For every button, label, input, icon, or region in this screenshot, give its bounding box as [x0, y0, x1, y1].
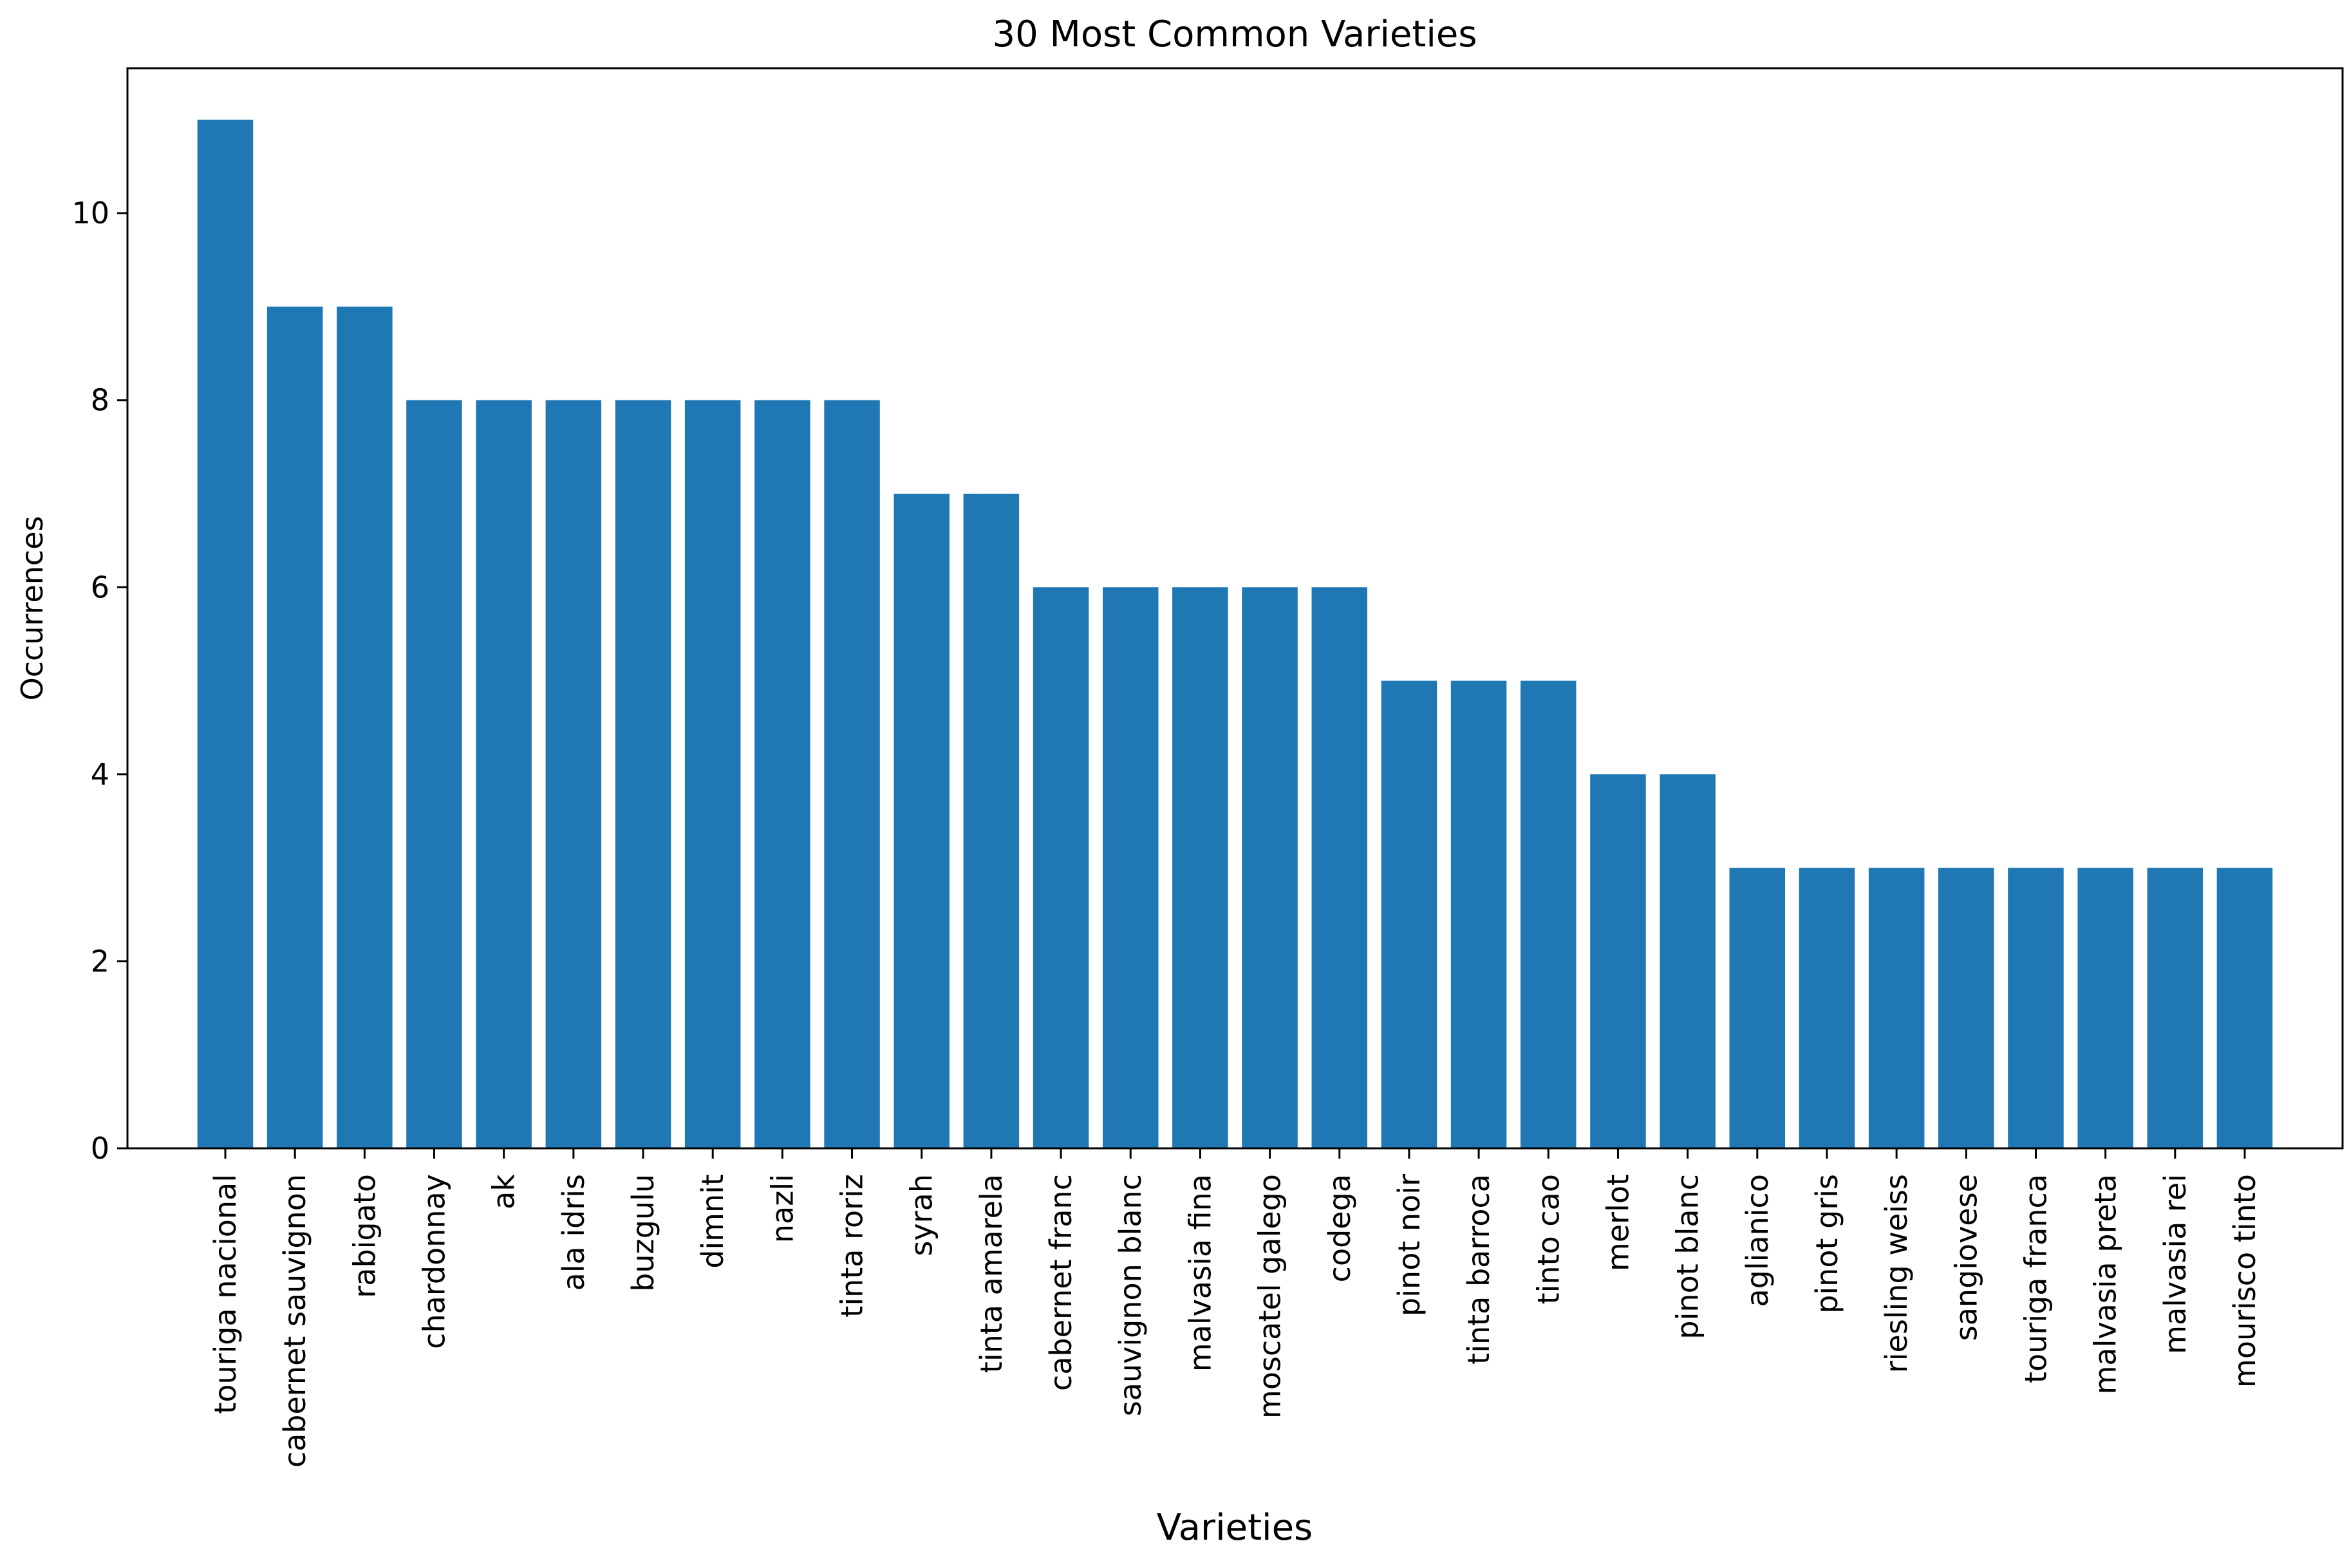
- bar-tinta-roriz: [824, 400, 880, 1149]
- x-tick-label: syrah: [904, 1174, 939, 1256]
- plot-frame: [126, 67, 2344, 1150]
- bar-nazli: [754, 400, 810, 1149]
- x-axis-label: Varieties: [1157, 1507, 1313, 1549]
- x-tick-label: ak: [487, 1174, 521, 1209]
- y-axis-label: Occurrences: [15, 516, 50, 701]
- x-tick-label: tinto cao: [1531, 1174, 1566, 1304]
- x-tick-label: tinta barroca: [1461, 1174, 1496, 1365]
- bar-buzgulu: [615, 400, 671, 1149]
- bar-pinot-blanc: [1660, 774, 1716, 1148]
- bar-touriga-franca: [2008, 868, 2064, 1148]
- x-tick-label: dimnit: [695, 1174, 730, 1269]
- x-tick-label: moscatel galego: [1253, 1174, 1287, 1419]
- x-tick-label: aglianico: [1740, 1174, 1775, 1307]
- bar-sauvignon-blanc: [1103, 587, 1159, 1148]
- bar-codega: [1311, 587, 1367, 1148]
- bar-cabernet-sauvignon: [267, 306, 323, 1148]
- y-axis-ticks: 0 2 4 6 8 10: [71, 196, 127, 1166]
- bar-dimnit: [684, 400, 741, 1149]
- x-tick-label: cabernet franc: [1043, 1174, 1078, 1391]
- bar-chardonnay: [406, 400, 462, 1149]
- bar-merlot: [1590, 774, 1646, 1148]
- x-tick-label: rabigato: [347, 1174, 382, 1298]
- bar-touriga-nacional: [197, 119, 254, 1148]
- x-tick-label: malvasia rei: [2158, 1174, 2193, 1354]
- y-tick-label: 10: [71, 196, 109, 230]
- x-tick-label: pinot noir: [1392, 1174, 1427, 1316]
- x-tick-label: nazli: [765, 1174, 800, 1243]
- bar-tinto-cao: [1521, 680, 1577, 1148]
- x-tick-label: sauvignon blanc: [1113, 1174, 1148, 1416]
- x-tick-label: malvasia fina: [1183, 1174, 1217, 1372]
- x-axis-ticks: touriga nacional cabernet sauvignon rabiga…: [208, 1148, 2262, 1468]
- x-tick-label: pinot blanc: [1671, 1174, 1705, 1339]
- bar-tinta-barroca: [1450, 680, 1507, 1148]
- bar-pinot-noir: [1381, 680, 1437, 1148]
- x-tick-label: buzgulu: [626, 1174, 660, 1292]
- bar-cabernet-franc: [1033, 587, 1089, 1148]
- x-tick-label: mourisco tinto: [2227, 1174, 2262, 1388]
- x-tick-label: tinta roriz: [835, 1174, 870, 1318]
- bar-malvasia-fina: [1172, 587, 1228, 1148]
- bar-pinot-gris: [1799, 868, 1855, 1148]
- y-tick-label: 0: [91, 1131, 109, 1166]
- x-tick-label: malvasia preta: [2088, 1174, 2123, 1394]
- bar-mourisco-tinto: [2216, 868, 2273, 1148]
- bar-aglianico: [1729, 868, 1785, 1148]
- bar-tinta-amarela: [963, 494, 1020, 1148]
- x-tick-label: sangiovese: [1949, 1174, 1983, 1341]
- bar-sangiovese: [1938, 868, 1994, 1148]
- x-tick-label: tinta amarela: [974, 1174, 1009, 1373]
- bar-moscatel-galego: [1242, 587, 1298, 1148]
- bar-riesling-weiss: [1868, 868, 1925, 1148]
- y-tick-label: 6: [91, 570, 109, 604]
- y-tick-label: 8: [91, 383, 109, 418]
- x-tick-label: chardonnay: [417, 1174, 452, 1349]
- x-tick-label: touriga franca: [2018, 1174, 2053, 1383]
- x-tick-label: cabernet sauvignon: [277, 1174, 312, 1468]
- bars-group: [197, 119, 2273, 1149]
- bar-malvasia-preta: [2077, 868, 2133, 1148]
- x-tick-label: codega: [1322, 1174, 1357, 1282]
- bar-ala-idris: [545, 400, 602, 1149]
- y-tick-label: 4: [91, 757, 109, 792]
- bar-syrah: [894, 494, 950, 1148]
- x-tick-label: touriga nacional: [208, 1174, 243, 1414]
- bar-malvasia-rei: [2147, 868, 2204, 1148]
- y-tick-label: 2: [91, 944, 109, 978]
- bar-rabigato: [337, 306, 393, 1148]
- bar-ak: [476, 400, 532, 1149]
- x-tick-label: pinot gris: [1810, 1174, 1844, 1314]
- x-tick-label: ala idris: [556, 1174, 591, 1291]
- x-tick-label: merlot: [1600, 1174, 1635, 1271]
- chart-title: 30 Most Common Varieties: [992, 14, 1477, 55]
- x-tick-label: riesling weiss: [1879, 1174, 1914, 1373]
